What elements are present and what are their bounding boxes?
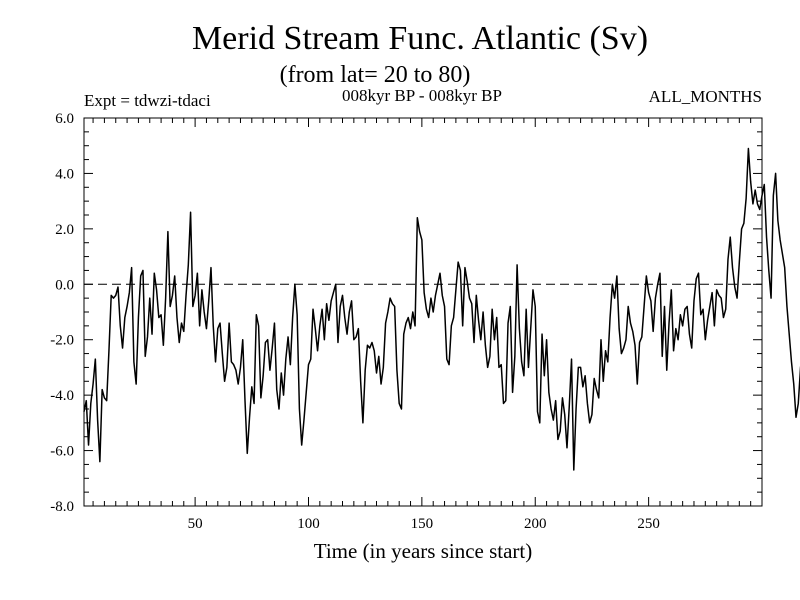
y-tick-label: 0.0	[55, 277, 74, 293]
x-tick-label: 200	[524, 516, 547, 532]
y-tick-label: 2.0	[55, 222, 74, 238]
x-tick-label: 50	[188, 516, 203, 532]
y-tick-label: -2.0	[50, 333, 74, 349]
months-label: ALL_MONTHS	[649, 87, 762, 106]
y-tick-label: -4.0	[50, 388, 74, 404]
plot-area: 50 100 150 200 250 -8.0 -6.0 -4.0 -2.0 0.0 2.0 4.0 6…	[50, 111, 800, 532]
series-line	[83, 147, 800, 471]
chart-title: Merid Stream Func. Atlantic (Sv)	[192, 20, 648, 57]
x-tick-label: 100	[297, 516, 320, 532]
chart-subtitle: (from lat= 20 to 80)	[280, 62, 471, 88]
x-axis-label: Time (in years since start)	[314, 539, 533, 563]
expt-label: Expt = tdwzi-tdaci	[84, 91, 211, 110]
x-tick-label: 250	[637, 516, 660, 532]
y-tick-label: 6.0	[55, 111, 74, 127]
period-label: 008kyr BP - 008kyr BP	[342, 86, 502, 105]
y-tick-label: -6.0	[50, 444, 74, 460]
y-tick-label: 4.0	[55, 166, 74, 182]
y-tick-label: -8.0	[50, 499, 74, 515]
x-tick-label: 150	[411, 516, 434, 532]
